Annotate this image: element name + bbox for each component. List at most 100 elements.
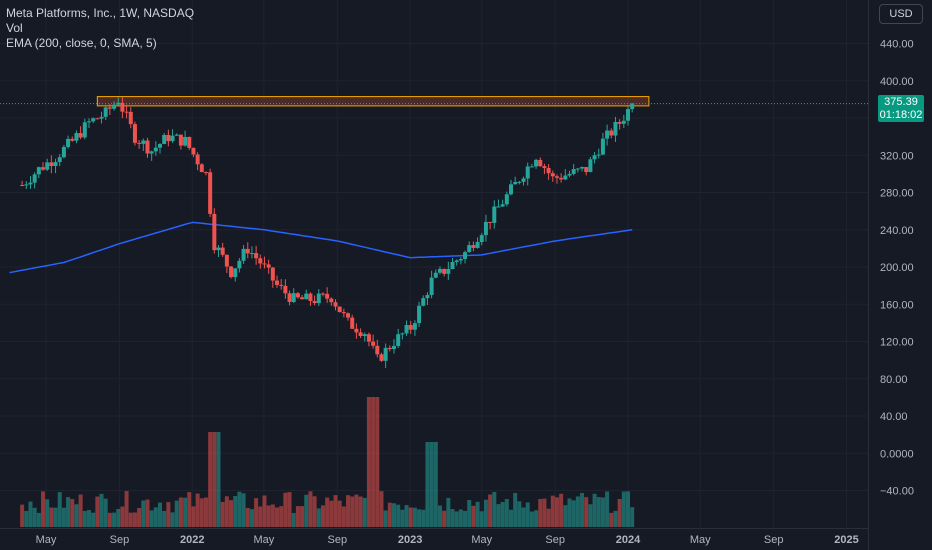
volume-bar (504, 499, 509, 527)
candle (504, 191, 509, 207)
volume-legend[interactable]: Vol (6, 21, 23, 35)
volume-bar (534, 510, 539, 527)
symbol-title[interactable]: Meta Platforms, Inc., 1W, NASDAQ (6, 6, 195, 20)
volume-bar (141, 500, 146, 527)
volume-bar (266, 505, 271, 527)
volume-bar (404, 505, 409, 527)
ema-legend[interactable]: EMA (200, close, 0, SMA, 5) (6, 36, 157, 50)
volume-bar (70, 499, 75, 527)
candle (400, 332, 405, 340)
candle (229, 265, 234, 279)
candle (442, 268, 447, 277)
y-tick-label: 240.00 (880, 225, 914, 237)
volume-bar (258, 506, 263, 527)
volume-bar (145, 499, 150, 527)
candle (596, 148, 601, 159)
candle (308, 292, 313, 306)
candle (300, 294, 305, 300)
volume-bar (450, 509, 455, 527)
candle (408, 320, 413, 334)
candle (312, 295, 317, 306)
candle (550, 170, 555, 182)
chart-legend: Meta Platforms, Inc., 1W, NASDAQ Vol EMA… (6, 6, 194, 51)
x-tick-label: 2022 (180, 534, 204, 546)
price-axis[interactable]: 440.00400.00360.00320.00280.00240.00200.… (868, 0, 914, 550)
volume-bar (379, 491, 384, 527)
x-tick-label: 2023 (398, 534, 422, 546)
resistance-rect[interactable] (96, 96, 650, 107)
candle (99, 111, 104, 124)
volume-bar (433, 442, 438, 527)
candle (626, 106, 630, 126)
candle (224, 254, 229, 274)
volume-bar (550, 495, 555, 527)
candle (375, 339, 380, 358)
candle (471, 241, 476, 252)
volume-bar (153, 507, 158, 527)
candle (170, 129, 175, 143)
volume-bar (408, 507, 413, 527)
candle (383, 343, 388, 369)
volume-bar (187, 492, 192, 527)
candle (513, 176, 518, 185)
volume-bar (592, 493, 597, 527)
candle (613, 116, 618, 142)
y-tick-label: 0.0000 (880, 448, 914, 460)
ema-path (9, 221, 633, 274)
volume-bar (24, 511, 29, 527)
x-tick-label: May (36, 534, 57, 546)
volume-bar (417, 509, 422, 527)
candle (337, 306, 342, 313)
candle (158, 143, 163, 154)
candle (396, 328, 401, 349)
volume-bar (630, 507, 635, 527)
candle (546, 164, 551, 180)
volume-bar (308, 491, 313, 527)
candle (208, 168, 213, 217)
volume-bar (95, 496, 100, 527)
volume-bar (216, 432, 221, 527)
candle (521, 176, 526, 186)
volume-bar (366, 397, 371, 527)
volume-bar (387, 502, 392, 527)
candle (362, 332, 367, 342)
volume-bar (20, 504, 25, 527)
volume-bar (53, 507, 58, 527)
candle (61, 144, 66, 159)
volume-bar (245, 507, 250, 527)
volume-bar (287, 492, 292, 527)
currency-button[interactable]: USD (879, 4, 923, 24)
candle (446, 261, 451, 280)
x-tick-label: May (253, 534, 274, 546)
candle (571, 163, 576, 176)
volume-bar (329, 500, 334, 527)
candle (479, 232, 484, 246)
volume-bar (392, 503, 397, 527)
volume-bar (609, 512, 614, 527)
candle (145, 137, 150, 158)
candle (166, 129, 171, 147)
volume-bars (20, 397, 635, 527)
volume-bar (575, 496, 580, 527)
y-tick-label: 80.00 (880, 374, 908, 386)
candle (525, 162, 530, 186)
volume-bar (49, 507, 54, 527)
volume-bar (86, 510, 91, 527)
candle (412, 320, 417, 336)
candle (283, 279, 288, 299)
candle (212, 208, 217, 254)
volume-bar (66, 497, 71, 527)
volume-bar (425, 442, 430, 527)
candle (70, 136, 75, 142)
candle (600, 132, 605, 156)
time-axis[interactable]: May Sep 2022 May Sep 2023 May Sep 2024 May Sep 2025 (0, 528, 868, 547)
candle (178, 134, 183, 150)
candle (320, 292, 325, 297)
candle (421, 295, 426, 307)
volume-bar (74, 504, 79, 527)
candle (488, 221, 493, 230)
candle (112, 101, 117, 111)
volume-bar (36, 512, 41, 527)
x-tick-label: Sep (764, 534, 784, 546)
